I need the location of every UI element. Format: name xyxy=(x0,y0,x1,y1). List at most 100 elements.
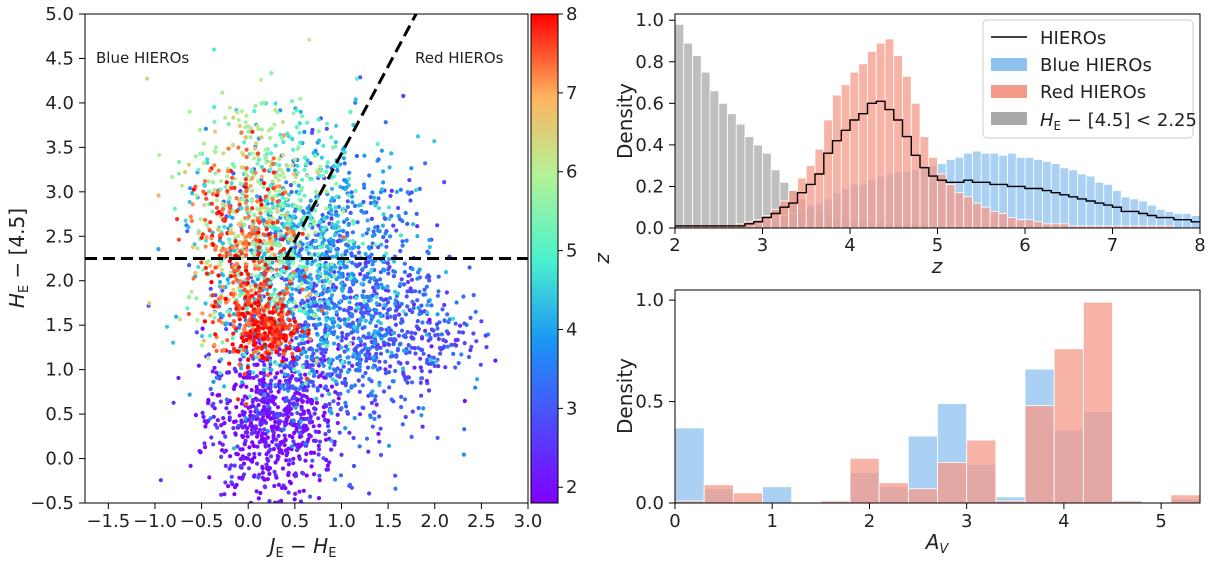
scatter-point xyxy=(216,227,221,232)
scatter-point xyxy=(297,342,302,347)
scatter-point xyxy=(323,271,328,276)
scatter-point xyxy=(218,312,223,317)
scatter-point xyxy=(294,448,300,453)
scatter-point xyxy=(369,313,374,319)
z-hist-bar xyxy=(1068,169,1078,228)
scatter-point xyxy=(211,47,216,52)
scatter-point xyxy=(391,274,396,279)
scatter-point xyxy=(332,442,337,447)
scatter-point xyxy=(257,378,262,383)
scatter-point xyxy=(270,220,275,225)
y-tick-label: 3.5 xyxy=(45,137,74,158)
y-tick-label: 1.0 xyxy=(45,360,74,381)
scatter-point xyxy=(318,220,323,225)
scatter-point xyxy=(266,465,271,470)
scatter-point xyxy=(252,109,257,114)
z-hist-bar xyxy=(700,71,711,228)
scatter-point xyxy=(352,416,357,421)
scatter-point xyxy=(211,379,216,384)
scatter-point xyxy=(302,274,307,279)
scatter-point xyxy=(428,369,433,374)
scatter-point xyxy=(436,289,441,294)
scatter-point xyxy=(317,245,322,250)
scatter-point xyxy=(340,334,345,339)
scatter-point xyxy=(263,155,268,161)
scatter-point xyxy=(271,433,276,439)
scatter-point xyxy=(183,218,188,223)
scatter-point xyxy=(372,276,377,281)
scatter-point xyxy=(240,434,246,440)
scatter-point xyxy=(292,300,297,305)
scatter-point xyxy=(365,350,370,355)
scatter-point xyxy=(220,207,225,212)
scatter-point xyxy=(350,280,355,285)
scatter-point xyxy=(322,417,328,422)
scatter-point xyxy=(324,467,329,472)
scatter-point xyxy=(406,343,411,348)
scatter-point xyxy=(327,391,332,397)
scatter-point xyxy=(337,306,342,311)
z-hist-bar xyxy=(788,190,798,228)
scatter-point xyxy=(318,299,323,304)
scatter-point xyxy=(400,422,405,427)
scatter-point xyxy=(275,209,280,214)
scatter-point xyxy=(287,192,292,197)
scatter-point xyxy=(370,424,375,429)
scatter-point xyxy=(391,223,396,228)
scatter-panel: −1.5 −1.0 −0.5 0.0 0.5 1.0 1.5 2.0 2.5 3.0 −0.50.… xyxy=(5,4,542,561)
scatter-point xyxy=(367,491,372,496)
scatter-point xyxy=(284,357,289,362)
z-hist-bar xyxy=(718,102,728,228)
scatter-point xyxy=(270,240,275,245)
scatter-point xyxy=(236,325,242,330)
scatter-point xyxy=(241,461,247,466)
scatter-point xyxy=(276,178,281,183)
scatter-point xyxy=(308,450,314,455)
scatter-point xyxy=(242,314,247,319)
scatter-point xyxy=(346,317,351,322)
scatter-point xyxy=(297,121,302,126)
scatter-point xyxy=(323,328,328,333)
scatter-point xyxy=(237,293,242,298)
scatter-point xyxy=(239,109,244,114)
scatter-point xyxy=(245,365,250,370)
scatter-point xyxy=(378,270,383,275)
scatter-point xyxy=(237,362,242,367)
scatter-point xyxy=(239,366,244,371)
scatter-point xyxy=(286,410,291,415)
scatter-point xyxy=(376,157,381,162)
scatter-point xyxy=(290,252,295,257)
scatter-point xyxy=(202,419,207,424)
scatter-point xyxy=(386,443,392,448)
scatter-point xyxy=(305,298,310,303)
scatter-point xyxy=(427,278,432,283)
scatter-point xyxy=(278,427,283,432)
scatter-point xyxy=(255,408,260,413)
scatter-point xyxy=(216,296,221,301)
scatter-point xyxy=(241,472,247,477)
scatter-point xyxy=(238,357,243,362)
scatter-point xyxy=(374,308,379,313)
scatter-point xyxy=(230,142,235,147)
scatter-point xyxy=(405,190,410,195)
scatter-point xyxy=(209,435,214,440)
scatter-point xyxy=(350,238,355,244)
scatter-point xyxy=(360,326,365,331)
scatter-point xyxy=(285,300,291,305)
scatter-point xyxy=(325,160,330,165)
scatter-point xyxy=(357,389,362,394)
scatter-point xyxy=(312,371,317,376)
scatter-point xyxy=(403,377,408,382)
scatter-point xyxy=(232,319,237,324)
scatter-point xyxy=(227,230,233,236)
scatter-point xyxy=(300,364,305,369)
scatter-point xyxy=(351,463,357,469)
scatter-point xyxy=(354,153,359,159)
scatter-point xyxy=(179,183,185,188)
scatter-point xyxy=(215,425,220,430)
scatter-point xyxy=(222,384,227,389)
scatter-point xyxy=(321,354,326,359)
scatter-point xyxy=(318,346,323,351)
z-hist-bar xyxy=(989,210,1000,228)
scatter-point xyxy=(312,208,318,213)
